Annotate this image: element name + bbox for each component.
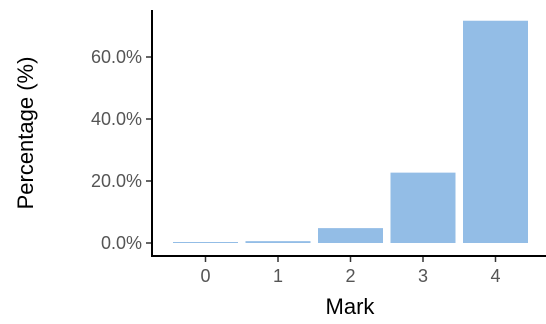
x-tick-label-4: 4 <box>490 266 500 286</box>
x-tick-label-1: 1 <box>273 266 283 286</box>
y-tick-label-20: 20.0% <box>91 171 142 191</box>
x-axis-title: Mark <box>326 294 376 319</box>
bar-0 <box>173 242 238 243</box>
bar-4 <box>463 20 528 244</box>
bar-1 <box>245 241 311 243</box>
y-axis-title: Percentage (%) <box>13 57 38 210</box>
bar-3 <box>390 172 456 243</box>
x-axis-ticks: 0 1 2 3 4 <box>200 256 501 286</box>
y-tick-label-40: 40.0% <box>91 109 142 129</box>
x-tick-label-0: 0 <box>200 266 210 286</box>
bars-group <box>173 20 528 244</box>
bar-2 <box>318 228 383 243</box>
x-tick-label-2: 2 <box>345 266 355 286</box>
y-tick-label-60: 60.0% <box>91 47 142 67</box>
y-tick-label-0: 0.0% <box>101 233 142 253</box>
y-axis-ticks: 0.0% 20.0% 40.0% 60.0% <box>91 47 152 253</box>
x-tick-label-3: 3 <box>418 266 428 286</box>
